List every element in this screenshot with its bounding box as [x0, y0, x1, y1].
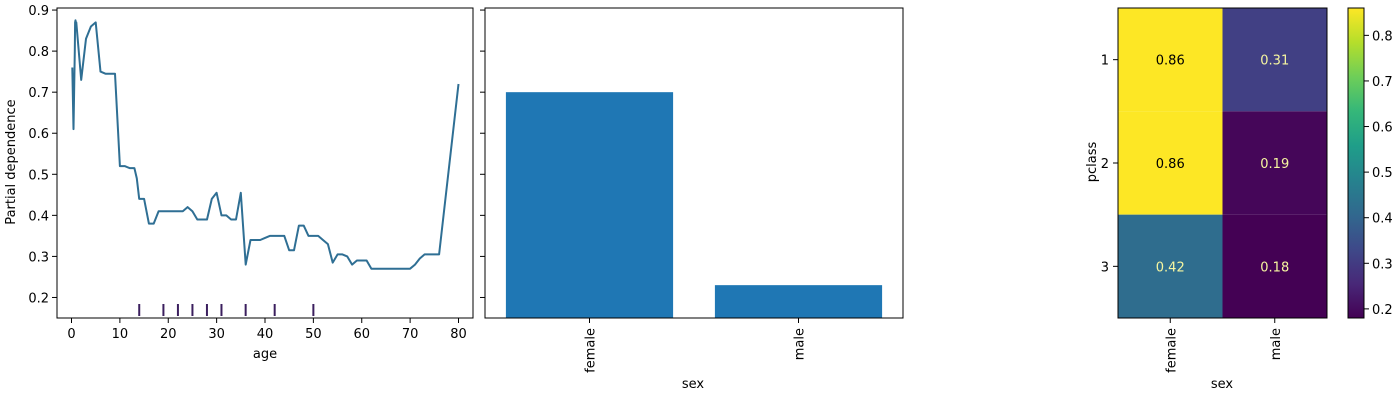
colorbar-tick-label: 0.6: [1372, 121, 1393, 136]
pd-bar-chart: sex female male: [480, 7, 904, 392]
y-tick-label: 3: [1101, 260, 1109, 275]
colorbar-tick-label: 0.8: [1372, 29, 1393, 44]
cell-value-label: 0.86: [1156, 157, 1185, 172]
y-tick-label: 0.8: [28, 45, 49, 60]
heatmap-cell: [1118, 111, 1223, 215]
x-axis-label: sex: [1211, 377, 1234, 392]
x-axis-label: sex: [682, 377, 705, 392]
pd-line: [71, 19, 460, 270]
x-tick-label: 20: [160, 327, 177, 342]
x-tick-label: 70: [402, 327, 419, 342]
x-tick-label: 50: [305, 327, 322, 342]
cell-value-label: 0.19: [1260, 157, 1289, 172]
x-tick-label: 40: [257, 327, 274, 342]
heatmap-cell: [1118, 214, 1223, 318]
pd-line-chart: age Partial dependence 0 10 20 30 40 50 60 70 80…: [4, 4, 474, 362]
y-tick-label: 0.9: [28, 4, 49, 19]
x-tick-label: 80: [450, 327, 467, 342]
y-tick-label: 0.2: [28, 291, 49, 306]
pd-heatmap: sex pclass 0.86 0.31 0.86 0.19 0.42 0.18 femal…: [1085, 7, 1328, 392]
y-axis-label: pclass: [1085, 142, 1100, 183]
y-tick-label: 0.5: [28, 168, 49, 183]
cell-value-label: 0.42: [1156, 260, 1185, 275]
y-tick-label: 0.4: [28, 209, 49, 224]
y-tick-label: 2: [1101, 157, 1109, 172]
colorbar-tick-label: 0.7: [1372, 75, 1393, 90]
y-tick-label: 0.7: [28, 86, 49, 101]
colorbar: 0.2 0.3 0.4 0.5 0.6 0.7 0.8: [1347, 7, 1393, 319]
x-tick-label: 60: [353, 327, 370, 342]
heatmap-cell: [1222, 214, 1327, 318]
cell-value-label: 0.31: [1260, 54, 1289, 69]
x-axis-label: age: [253, 347, 277, 362]
y-tick-label: 0.3: [28, 250, 49, 265]
colorbar-tick-label: 0.5: [1372, 166, 1393, 181]
x-tick-label: 10: [112, 327, 129, 342]
bar-male: [714, 285, 883, 318]
heatmap-cell: [1222, 111, 1327, 215]
cell-value-label: 0.18: [1260, 260, 1289, 275]
y-tick-label: 0.6: [28, 127, 49, 142]
heatmap-cell: [1118, 8, 1223, 112]
y-tick-label: 1: [1101, 54, 1109, 69]
y-axis-label: Partial dependence: [4, 99, 19, 224]
colorbar-tick-label: 0.3: [1372, 257, 1393, 272]
plot-frame: [484, 7, 904, 319]
x-tick-label: female: [1164, 328, 1179, 373]
x-tick-label: 0: [67, 327, 75, 342]
x-tick-label: male: [793, 328, 808, 360]
x-tick-label: female: [584, 328, 599, 373]
heatmap-cell: [1222, 8, 1327, 112]
colorbar-tick-label: 0.4: [1372, 212, 1393, 227]
colorbar-gradient: [1347, 7, 1365, 319]
bar-female: [505, 92, 674, 319]
x-tick-label: 30: [208, 327, 225, 342]
colorbar-tick-label: 0.2: [1372, 303, 1393, 318]
cell-value-label: 0.86: [1156, 54, 1185, 69]
x-tick-label: male: [1269, 328, 1284, 360]
